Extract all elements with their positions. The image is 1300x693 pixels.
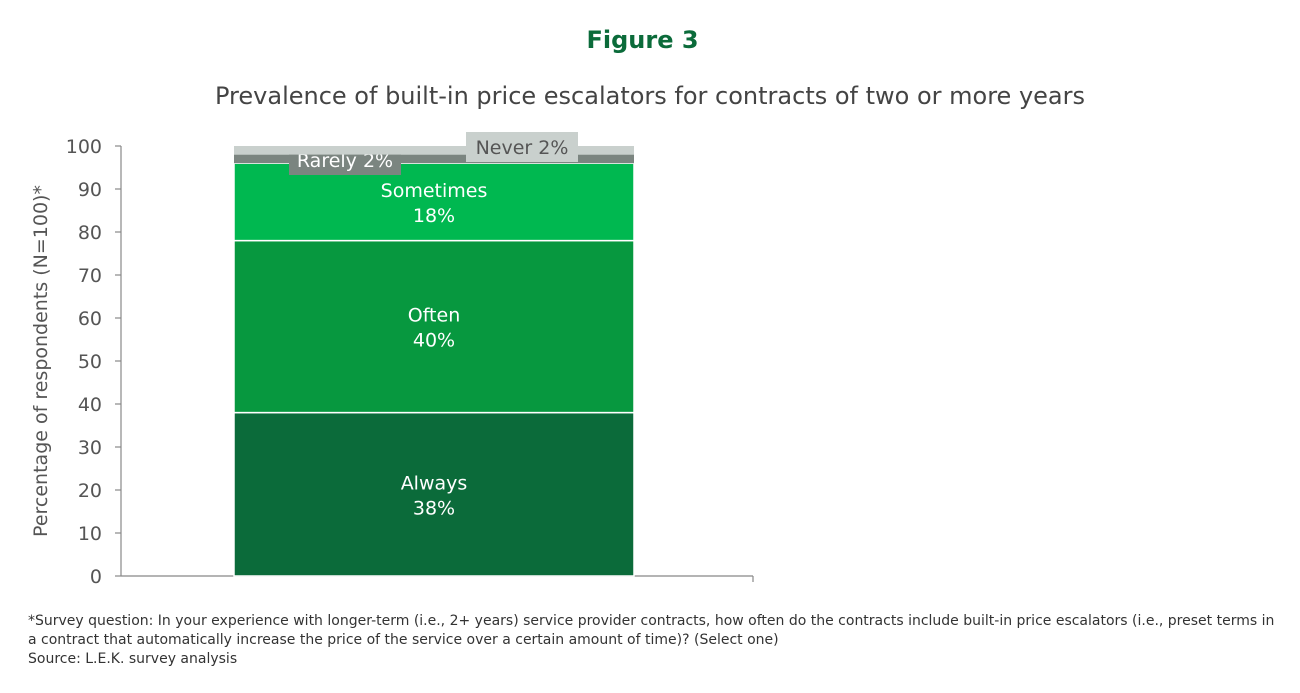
- segment-name-label: Sometimes: [381, 180, 488, 202]
- y-tick-label: 70: [78, 265, 102, 287]
- y-tick-label: 10: [78, 523, 102, 545]
- y-tick-label: 20: [78, 480, 102, 502]
- footnote: *Survey question: In your experience wit…: [28, 612, 1278, 669]
- bar-segment-often: [233, 239, 635, 414]
- y-tick-label: 50: [78, 351, 102, 373]
- never-label-box: [466, 132, 578, 162]
- segment-value-label: 18%: [413, 205, 455, 227]
- y-tick-label: 100: [66, 136, 102, 158]
- y-tick-label: 60: [78, 308, 102, 330]
- bar-segment-always: [233, 411, 635, 577]
- segment-name-label: Always: [401, 472, 468, 494]
- y-tick-label: 80: [78, 222, 102, 244]
- y-axis-label: Percentage of respondents (N=100)*: [30, 185, 52, 537]
- footnote-question: *Survey question: In your experience wit…: [28, 613, 1275, 648]
- segment-name-label: Often: [408, 305, 461, 327]
- footnote-source: Source: L.E.K. survey analysis: [28, 651, 238, 667]
- segment-value-label: 40%: [413, 330, 455, 352]
- bar-segment-sometimes: [233, 162, 635, 242]
- segment-value-label: 38%: [413, 497, 455, 519]
- y-tick-label: 90: [78, 179, 102, 201]
- never-label: Never 2%: [476, 137, 569, 159]
- rarely-label: Rarely 2%: [297, 150, 393, 172]
- y-tick-label: 30: [78, 437, 102, 459]
- bar-segment-never: [234, 146, 634, 155]
- y-tick-label: 0: [90, 566, 102, 588]
- figure-label: Figure 3: [586, 26, 699, 54]
- stacked-bar-chart: 0 10 20 30 40 50 60 70 80 90 100 Percentage of resp…: [30, 132, 754, 588]
- bar-segment-rarely: [234, 154, 634, 164]
- chart-title: Prevalence of built-in price escalators …: [215, 82, 1085, 110]
- y-tick-label: 40: [78, 394, 102, 416]
